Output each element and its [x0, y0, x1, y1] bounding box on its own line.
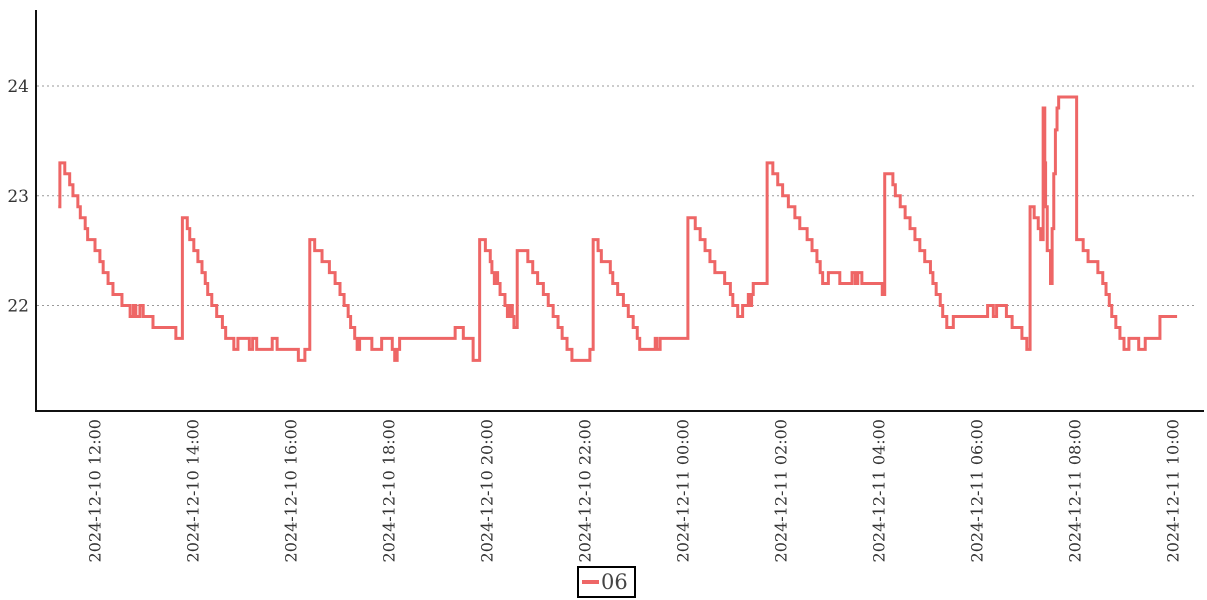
x-tick-label: 2024-12-11 02:00: [772, 419, 791, 562]
legend[interactable]: 06: [577, 566, 636, 598]
x-tick-label: 2024-12-10 20:00: [478, 419, 497, 562]
x-tick-label: 2024-12-11 06:00: [968, 419, 987, 562]
x-tick-label: 2024-12-10 12:00: [86, 419, 105, 562]
x-tick-label: 2024-12-11 00:00: [674, 419, 693, 562]
y-tick-label: 22: [7, 297, 29, 317]
legend-series-label: 06: [601, 570, 628, 594]
x-tick-label: 2024-12-10 22:00: [576, 419, 595, 562]
x-tick-label: 2024-12-10 16:00: [282, 419, 301, 562]
x-tick-label: 2024-12-11 08:00: [1066, 419, 1085, 562]
series-line-06[interactable]: [58, 95, 1178, 362]
x-tick-label: 2024-12-10 18:00: [380, 419, 399, 562]
x-tick-label: 2024-12-10 14:00: [184, 419, 203, 562]
y-tick-label: 24: [7, 77, 29, 97]
x-tick-label: 2024-12-11 10:00: [1164, 419, 1183, 562]
y-tick-label: 23: [7, 187, 29, 207]
x-tick-label: 2024-12-11 04:00: [870, 419, 889, 562]
legend-line-icon: [582, 580, 599, 584]
